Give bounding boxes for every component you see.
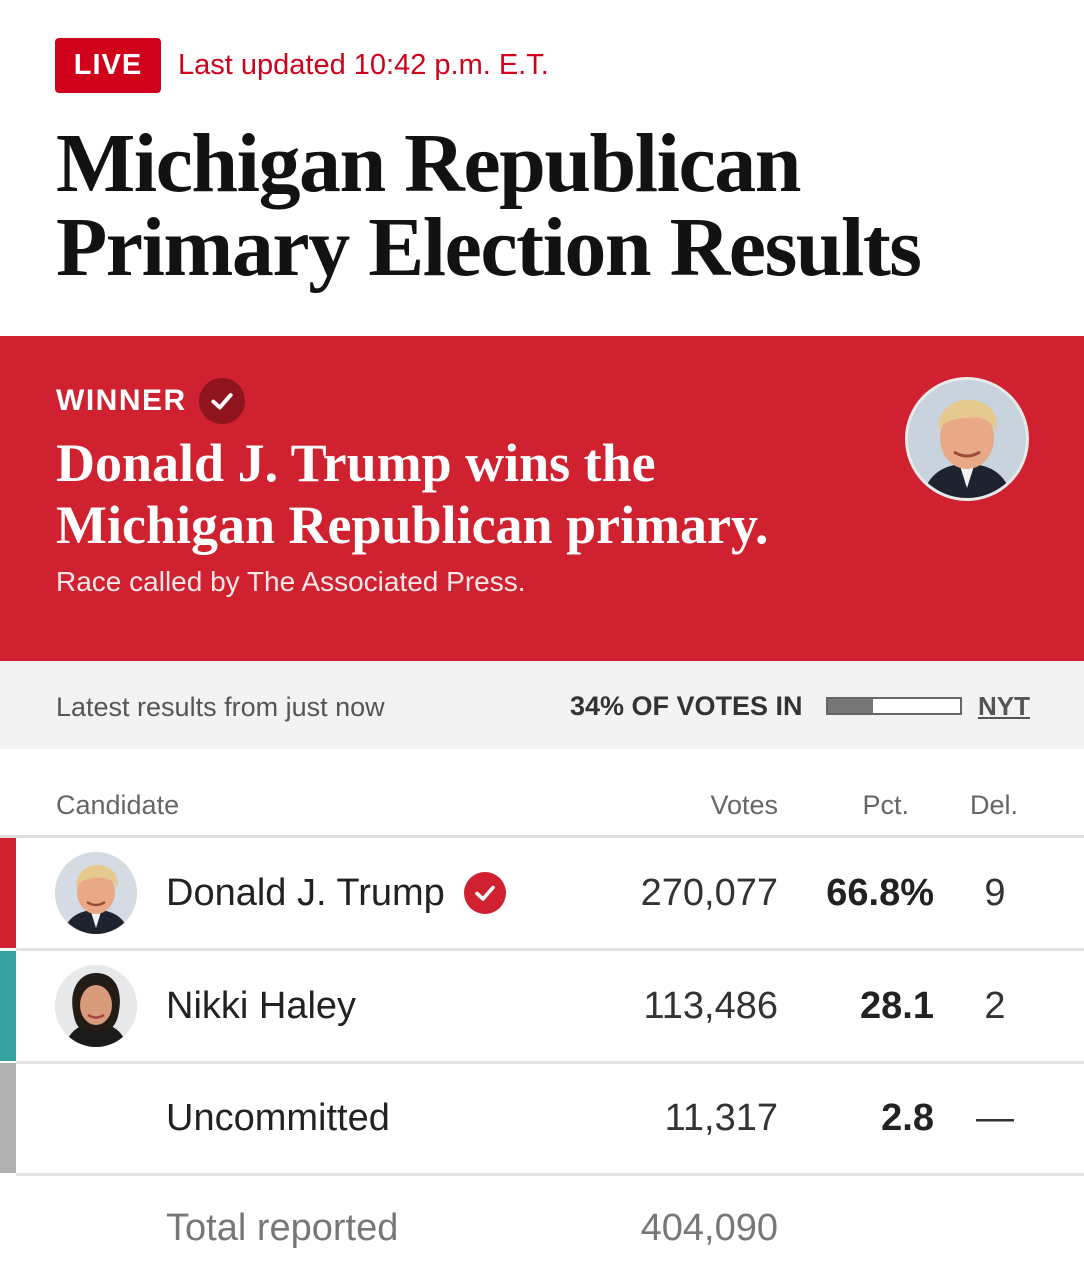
candidate-votes: 270,077: [640, 872, 778, 914]
winner-check-icon: [464, 872, 506, 914]
column-header-del: Del.: [970, 790, 1019, 820]
row-divider: [16, 948, 1084, 951]
row-divider: [16, 1173, 1084, 1176]
check-icon: [198, 378, 245, 424]
candidate-delegates: 2: [984, 985, 1006, 1027]
winner-label: WINNER: [56, 384, 187, 417]
live-badge: LIVE: [55, 38, 161, 93]
candidate-votes: 11,317: [664, 1097, 778, 1139]
table-row[interactable]: Uncommitted 11,317 2.8 —: [0, 1063, 1084, 1176]
column-header-pct: Pct.: [862, 790, 909, 820]
candidate-name: Donald J. Trump: [166, 872, 445, 914]
candidate-pct: 2.8: [881, 1097, 934, 1139]
race-called-text: Race called by The Associated Press.: [56, 566, 526, 597]
winner-photo: [905, 377, 1029, 501]
votes-in-progress-fill: [828, 699, 873, 713]
winner-headline[interactable]: Donald J. Trump wins the Michigan Republ…: [56, 433, 769, 555]
latest-results-text: Latest results from just now: [56, 692, 385, 722]
party-color-stripe: [0, 1063, 16, 1173]
table-row[interactable]: Donald J. Trump 270,077 66.8% 9: [0, 838, 1084, 951]
total-reported-votes: 404,090: [640, 1207, 778, 1249]
votes-in-progress-bar: [826, 697, 962, 715]
candidate-votes: 113,486: [643, 985, 778, 1027]
table-row[interactable]: Nikki Haley 113,486 28.1 2: [0, 951, 1084, 1064]
column-header-candidate: Candidate: [56, 790, 180, 820]
last-updated-text: Last updated 10:42 p.m. E.T.: [178, 49, 549, 81]
avatar: [55, 852, 137, 934]
party-color-stripe: [0, 838, 16, 948]
row-divider: [16, 1061, 1084, 1064]
avatar: [55, 965, 137, 1047]
candidate-pct: 66.8%: [826, 872, 934, 914]
candidate-pct: 28.1: [860, 985, 934, 1027]
votes-in-label: 34% OF VOTES IN: [570, 691, 803, 721]
nyt-estimate-link[interactable]: NYT: [978, 691, 1030, 721]
total-reported-label: Total reported: [166, 1207, 399, 1249]
page-title: Michigan Republican Primary Election Res…: [56, 117, 922, 294]
candidate-delegates: —: [976, 1097, 1014, 1139]
header-divider: [0, 835, 1084, 838]
live-status-bar: LIVE Last updated 10:42 p.m. E.T.: [55, 38, 549, 93]
results-status-bar: Latest results from just now 34% OF VOTE…: [0, 661, 1084, 749]
column-header-votes: Votes: [710, 790, 778, 820]
candidate-delegates: 9: [984, 872, 1006, 914]
winner-panel: WINNER Donald J. Trump wins the Michigan…: [0, 336, 1084, 661]
party-color-stripe: [0, 951, 16, 1061]
candidate-name: Nikki Haley: [166, 985, 357, 1027]
candidate-name: Uncommitted: [166, 1097, 390, 1139]
winner-tag: WINNER: [56, 378, 245, 424]
